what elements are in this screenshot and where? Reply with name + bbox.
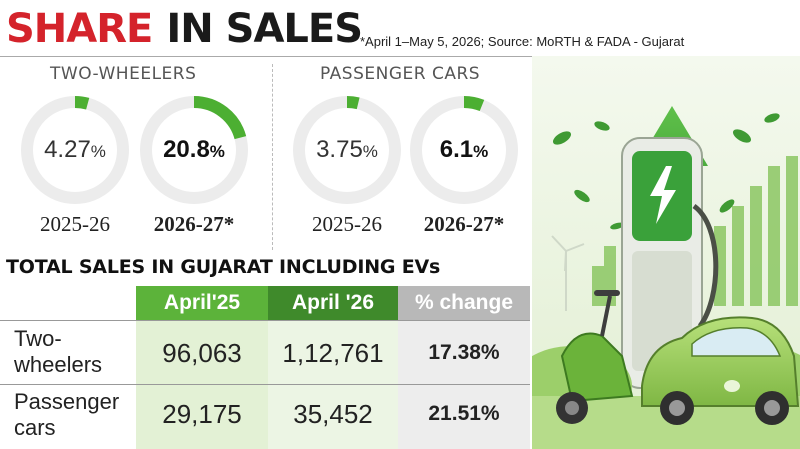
row-divider [0,320,530,321]
leaf-icon [552,113,780,230]
title-in-sales: IN SALES [166,6,363,52]
row-divider [0,384,530,385]
cell-april25: 96,063 [162,338,242,368]
share-unit: % [90,142,106,161]
share-value: 3.75% [292,136,402,164]
cell-change: 17.38% [428,341,500,364]
two-wheelers-label: TWO-WHEELERS [50,64,197,84]
share-number: 3.75 [316,136,363,163]
source-note: *April 1–May 5, 2026; Source: MoRTH & FA… [360,34,685,49]
donut-arc [293,96,401,204]
row-label-line: Passenger [14,389,120,414]
electric-car-icon [641,316,800,425]
bar-graph-icon [592,156,798,306]
cell-april26: 35,452 [293,399,373,429]
share-unit: % [473,142,489,161]
page-title: SHARE IN SALES [6,6,363,52]
year-label: 2026-27* [153,212,235,236]
year-label: 2026-27* [423,212,505,236]
table-title: TOTAL SALES IN GUJARAT INCLUDING EVs [6,256,441,278]
share-number: 4.27 [44,136,91,163]
charging-station-icon [621,137,719,389]
share-value: 20.8% [139,136,249,164]
donut-arc [410,96,518,204]
cell-april26: 1,12,761 [282,338,384,368]
donut-two-wheelers-2025-26 [21,96,129,204]
share-value: 6.1% [409,136,519,164]
cell-change: 21.51% [428,402,500,425]
share-number: 20.8 [163,136,210,163]
share-unit: % [362,142,378,161]
title-share: SHARE [6,6,153,52]
share-value: 4.27% [20,136,130,164]
header-divider [0,56,532,57]
sales-table: April'25 April '26 % change Two-wheelers… [0,286,530,449]
lightning-bolt-icon [650,166,676,224]
row-label: Passenger cars [14,389,119,441]
section-divider [272,64,273,250]
scooter-icon [556,290,634,424]
donut-arc [21,96,129,204]
share-number: 6.1 [439,136,474,163]
wind-turbine-icon [551,235,585,311]
share-unit: % [209,142,225,161]
donut-two-wheelers-2026-27 [140,96,248,204]
donut-arc [140,96,248,204]
passenger-cars-label: PASSENGER CARS [320,64,481,84]
cell-april25: 29,175 [162,399,242,429]
row-label-line: cars [14,415,56,440]
header-april25: April'25 [136,286,268,320]
ev-illustration [532,56,800,449]
header-april26: April '26 [268,286,398,320]
year-label: 2025-26 [312,212,382,236]
row-label-line: Two- [14,326,62,351]
row-label: Two-wheelers [14,326,102,378]
donut-passenger-cars-2026-27 [410,96,518,204]
donut-passenger-cars-2025-26 [293,96,401,204]
row-label-line: wheelers [14,352,103,377]
year-label: 2025-26 [40,212,110,236]
header-change: % change [398,286,530,320]
